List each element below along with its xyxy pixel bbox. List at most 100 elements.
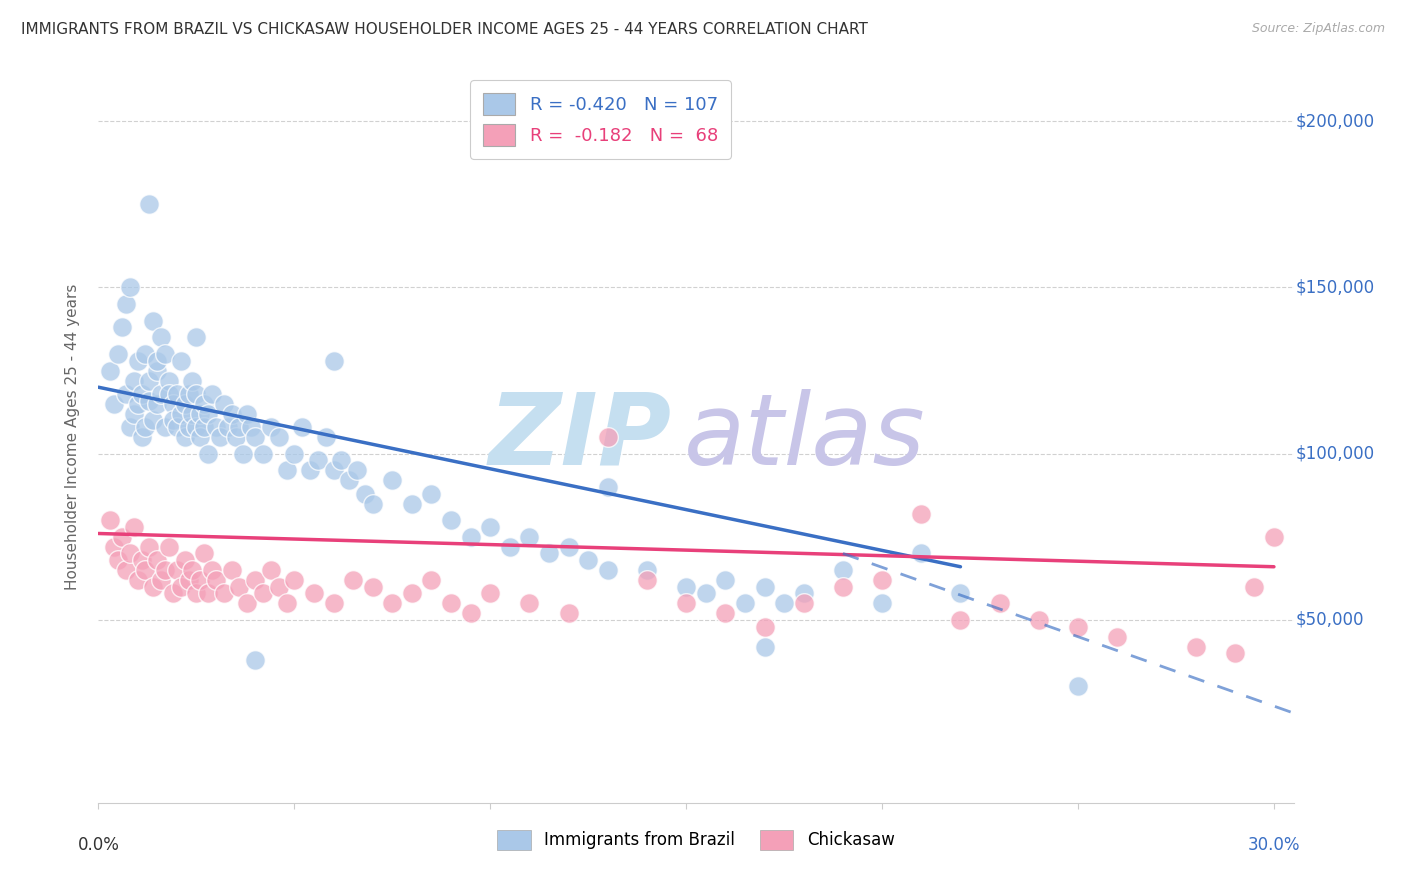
Point <box>127 353 149 368</box>
Point <box>636 573 658 587</box>
Point <box>131 553 153 567</box>
Point <box>181 563 204 577</box>
Point <box>870 596 893 610</box>
Point <box>420 486 443 500</box>
Point <box>260 563 283 577</box>
Point <box>315 430 337 444</box>
Point <box>188 573 211 587</box>
Point <box>221 407 243 421</box>
Point <box>596 563 619 577</box>
Point <box>596 480 619 494</box>
Point <box>754 580 776 594</box>
Point <box>186 330 208 344</box>
Point <box>401 497 423 511</box>
Text: $100,000: $100,000 <box>1296 445 1375 463</box>
Point <box>236 596 259 610</box>
Point <box>243 430 266 444</box>
Point <box>361 497 384 511</box>
Point <box>193 397 215 411</box>
Point <box>276 596 298 610</box>
Point <box>636 563 658 577</box>
Point <box>298 463 321 477</box>
Point <box>201 563 224 577</box>
Text: 30.0%: 30.0% <box>1247 836 1301 854</box>
Point <box>193 546 215 560</box>
Point <box>361 580 384 594</box>
Point <box>138 197 160 211</box>
Point <box>267 580 290 594</box>
Point <box>153 563 176 577</box>
Point <box>1067 619 1090 633</box>
Point <box>232 447 254 461</box>
Point <box>173 430 195 444</box>
Point <box>134 420 156 434</box>
Point <box>122 520 145 534</box>
Point <box>118 280 141 294</box>
Point <box>138 393 160 408</box>
Point <box>166 420 188 434</box>
Point <box>134 563 156 577</box>
Point <box>217 420 239 434</box>
Point <box>302 586 325 600</box>
Point <box>150 573 173 587</box>
Point <box>260 420 283 434</box>
Point <box>157 540 180 554</box>
Text: $150,000: $150,000 <box>1296 278 1375 296</box>
Point <box>197 447 219 461</box>
Point <box>252 586 274 600</box>
Point <box>734 596 756 610</box>
Point <box>322 596 344 610</box>
Point <box>177 420 200 434</box>
Point <box>675 596 697 610</box>
Point <box>225 430 247 444</box>
Point <box>181 374 204 388</box>
Point <box>181 407 204 421</box>
Point <box>337 473 360 487</box>
Point <box>115 387 138 401</box>
Point <box>243 653 266 667</box>
Point <box>134 347 156 361</box>
Point <box>381 596 404 610</box>
Point <box>138 374 160 388</box>
Point <box>252 447 274 461</box>
Point <box>131 387 153 401</box>
Point <box>793 586 815 600</box>
Point <box>122 374 145 388</box>
Point <box>170 353 193 368</box>
Point <box>479 520 502 534</box>
Point <box>342 573 364 587</box>
Point <box>193 420 215 434</box>
Point <box>127 573 149 587</box>
Point <box>695 586 717 600</box>
Point <box>440 513 463 527</box>
Point <box>142 413 165 427</box>
Point <box>291 420 314 434</box>
Point <box>1184 640 1206 654</box>
Point <box>440 596 463 610</box>
Point <box>346 463 368 477</box>
Point <box>122 407 145 421</box>
Point <box>228 420 250 434</box>
Point <box>177 573 200 587</box>
Point <box>153 420 176 434</box>
Point <box>714 573 737 587</box>
Point <box>146 553 169 567</box>
Point <box>166 563 188 577</box>
Point <box>381 473 404 487</box>
Point <box>949 613 972 627</box>
Point <box>103 540 125 554</box>
Point <box>236 407 259 421</box>
Point <box>118 546 141 560</box>
Point <box>460 530 482 544</box>
Point <box>1243 580 1265 594</box>
Point <box>557 540 579 554</box>
Point <box>115 297 138 311</box>
Point <box>173 553 195 567</box>
Text: ZIP: ZIP <box>489 389 672 485</box>
Point <box>243 573 266 587</box>
Point <box>146 397 169 411</box>
Y-axis label: Householder Income Ages 25 - 44 years: Householder Income Ages 25 - 44 years <box>65 284 80 591</box>
Text: $200,000: $200,000 <box>1296 112 1375 130</box>
Point <box>103 397 125 411</box>
Point <box>832 580 855 594</box>
